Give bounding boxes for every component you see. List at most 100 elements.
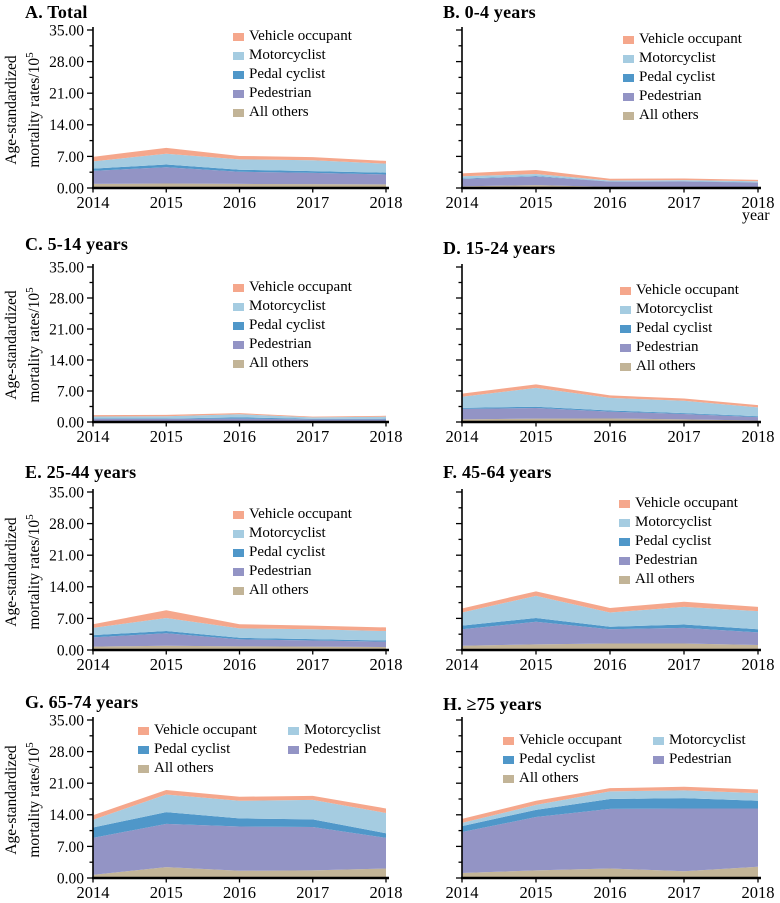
legend-item-motorcyclist: Motorcyclist [288, 721, 381, 740]
legend-label: Motorcyclist [249, 525, 326, 541]
legend-item-pedal-cyclist: Pedal cyclist [620, 319, 739, 338]
x-tick-label: 2017 [296, 883, 329, 902]
legend-item-pedestrian: Pedestrian [623, 87, 742, 106]
legend-label: Pedal cyclist [519, 751, 596, 767]
legend-label: Vehicle occupant [249, 506, 352, 522]
x-tick-label: 2014 [77, 655, 110, 674]
x-tick-label: 2017 [296, 427, 329, 446]
legend-item-motorcyclist: Motorcyclist [233, 46, 352, 65]
legend-label: All others [639, 107, 699, 123]
area-motorcyclist [462, 790, 758, 827]
legend-item-motorcyclist: Motorcyclist [233, 297, 352, 316]
legend-item-all-others: All others [138, 759, 288, 778]
legend-swatch-pedal-cyclist [233, 70, 244, 79]
y-tick-label: 35.00 [49, 22, 84, 39]
legend-label: Pedestrian [249, 563, 312, 579]
legend-swatch-all-others [620, 362, 631, 371]
legend-item-vehicle-occupant: Vehicle occupant [619, 494, 738, 513]
legend-item-pedestrian: Pedestrian [619, 551, 738, 570]
x-tick-label: 2017 [668, 193, 701, 212]
area-motorcyclist [462, 387, 758, 417]
area-vehicle-occupant [462, 591, 758, 613]
area-pedal-cyclist [93, 631, 386, 642]
plot-25-44-years: 0.00 7.00 14.00 21.00 28.00 35.00 2014 2015 2016… [49, 484, 402, 674]
legend-label: Motorcyclist [639, 50, 716, 66]
legend-swatch-pedestrian [653, 755, 664, 764]
legend-item-pedestrian: Pedestrian [653, 750, 746, 769]
legend: Vehicle occupant Motorcyclist Pedal cyclis… [233, 27, 352, 122]
legend-swatch-pedestrian [233, 89, 244, 98]
y-tick-label: 7.00 [57, 611, 84, 628]
area-vehicle-occupant [462, 169, 758, 182]
legend-swatch-all-others [623, 111, 634, 120]
legend-swatch-motorcyclist [620, 305, 631, 314]
legend-label: Pedestrian [249, 85, 312, 101]
panel-d-15-24-years: D. 15-24 years 2014 2015 2016 2017 2018 Vehi… [390, 225, 780, 450]
legend-swatch-motorcyclist [233, 302, 244, 311]
y-tick-label: 0.00 [57, 414, 84, 431]
area-pedal-cyclist [93, 417, 386, 420]
x-tick-label: 2014 [446, 655, 479, 674]
legend-label: Pedal cyclist [635, 533, 712, 549]
legend-label: Pedestrian [249, 336, 312, 352]
legend-label: Vehicle occupant [249, 279, 352, 295]
legend-label: All others [519, 770, 579, 786]
area-motorcyclist [93, 153, 386, 173]
legend-item-pedal-cyclist: Pedal cyclist [233, 543, 352, 562]
legend-item-all-others: All others [503, 769, 653, 788]
x-tick-label: 2015 [520, 883, 553, 902]
panel-g-65-74-years: G. 65-74 years Age-standardized mortalit… [0, 675, 403, 903]
panel-title: F. 45-64 years [443, 462, 552, 482]
area-all-others [93, 867, 386, 878]
legend-label: Pedestrian [669, 751, 732, 767]
legend-swatch-all-others [138, 764, 149, 773]
x-tick-label: 2018 [370, 883, 403, 902]
legend-label: All others [249, 104, 309, 120]
legend: Vehicle occupant Motorcyclist Pedal cyclis… [138, 721, 381, 778]
legend-swatch-pedal-cyclist [620, 324, 631, 333]
x-tick-label: 2015 [150, 655, 183, 674]
area-pedal-cyclist [462, 798, 758, 832]
y-tick-label: 21.00 [49, 548, 84, 565]
legend-item-all-others: All others [620, 357, 739, 376]
legend-label: Pedal cyclist [639, 69, 716, 85]
area-pedestrian [462, 808, 758, 874]
legend-swatch-vehicle-occupant [619, 499, 630, 508]
x-tick-label: 2016 [223, 655, 256, 674]
legend-item-all-others: All others [233, 581, 352, 600]
panel-f-45-64-years: F. 45-64 years 2014 2015 2016 2017 2018 Vehi… [390, 450, 780, 675]
x-tick-label: 2014 [446, 427, 479, 446]
legend-label: Pedal cyclist [249, 66, 326, 82]
panel-c-5-14-years: C. 5-14 years Age-standardized mortality… [0, 225, 403, 450]
panel-a-total: A. Total Age-standardized mortality rate… [0, 0, 403, 225]
legend-swatch-pedal-cyclist [623, 73, 634, 82]
x-tick-label: 2014 [446, 193, 479, 212]
area-vehicle-occupant [93, 610, 386, 632]
area-all-others [462, 866, 758, 878]
x-tick-label: 2018 [370, 655, 403, 674]
y-tick-label: 35.00 [49, 484, 84, 501]
legend-label: Pedestrian [636, 339, 699, 355]
legend-item-all-others: All others [233, 103, 352, 122]
legend-label: Pedestrian [304, 741, 367, 757]
x-tick-label: 2014 [77, 883, 110, 902]
legend-label: Motorcyclist [669, 732, 746, 748]
legend-swatch-pedestrian [233, 340, 244, 349]
plot-5-14-years: 0.00 7.00 14.00 21.00 28.00 35.00 2014 2015 2016… [49, 259, 402, 446]
y-tick-label: 21.00 [49, 776, 84, 793]
y-tick-label: 28.00 [49, 744, 84, 761]
legend-label: Motorcyclist [636, 301, 713, 317]
legend-item-pedal-cyclist: Pedal cyclist [503, 750, 653, 769]
x-tick-label: 2014 [446, 883, 479, 902]
area-vehicle-occupant [93, 789, 386, 820]
x-tick-label: 2015 [520, 427, 553, 446]
area-pedestrian [93, 823, 386, 875]
legend-item-pedestrian: Pedestrian [620, 338, 739, 357]
legend-item-all-others: All others [619, 570, 738, 589]
y-tick-label: 14.00 [49, 352, 84, 369]
area-vehicle-occupant [93, 413, 386, 418]
legend: Vehicle occupant Motorcyclist Pedal cyclis… [233, 505, 352, 600]
legend-label: Motorcyclist [304, 722, 381, 738]
legend-item-pedal-cyclist: Pedal cyclist [138, 740, 288, 759]
